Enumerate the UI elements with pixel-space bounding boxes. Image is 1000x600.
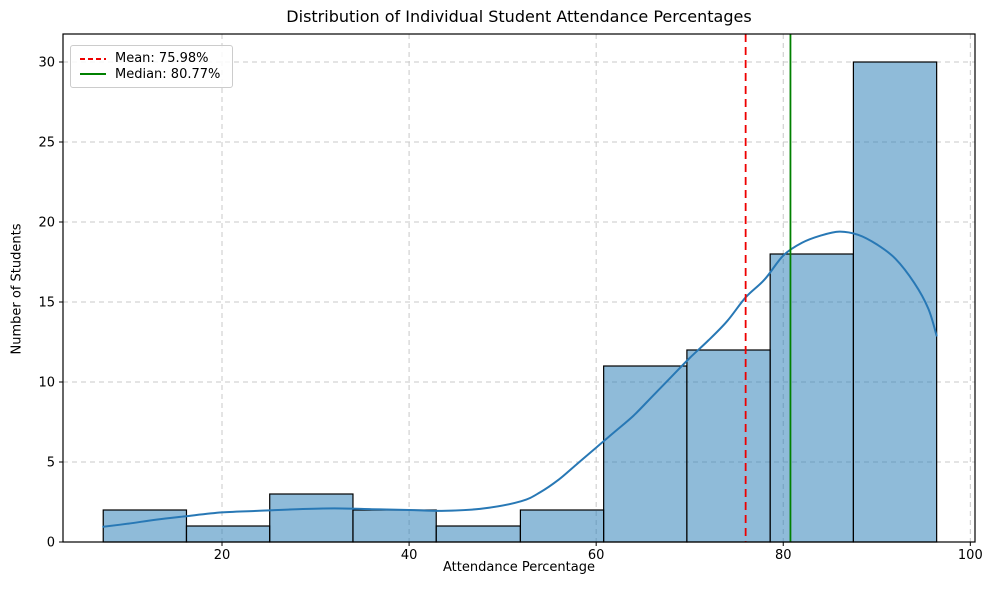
y-tick-label: 0 bbox=[47, 536, 55, 551]
histogram-bar bbox=[603, 365, 688, 543]
histogram-bar bbox=[769, 253, 854, 543]
histogram-bar bbox=[686, 349, 771, 543]
y-tick-label: 25 bbox=[38, 136, 55, 151]
histogram-bar bbox=[852, 61, 938, 543]
y-tick-label: 30 bbox=[38, 56, 55, 71]
x-tick-label: 80 bbox=[775, 548, 792, 563]
histogram-bar bbox=[352, 509, 437, 543]
histogram-bar bbox=[519, 509, 605, 543]
y-tick-label: 15 bbox=[38, 296, 55, 311]
legend-label-mean: Mean: 75.98% bbox=[115, 51, 209, 67]
x-tick-label: 20 bbox=[214, 548, 231, 563]
x-axis-ticks: 20 40 60 80 100 bbox=[214, 542, 983, 563]
x-axis-label: Attendance Percentage bbox=[443, 560, 595, 575]
y-tick-label: 20 bbox=[38, 216, 55, 231]
legend: Mean: 75.98% Median: 80.77% bbox=[70, 45, 233, 88]
plot-border bbox=[62, 33, 976, 543]
y-axis-label: Number of Students bbox=[9, 223, 25, 355]
y-tick-label: 10 bbox=[38, 376, 55, 391]
mean-line-swatch-icon bbox=[80, 57, 106, 60]
legend-label-median: Median: 80.77% bbox=[115, 66, 221, 82]
histogram-bar bbox=[185, 525, 271, 543]
histogram-bar bbox=[435, 525, 522, 543]
legend-item-median: Median: 80.77% bbox=[79, 67, 224, 82]
median-line-swatch-icon bbox=[80, 73, 106, 76]
kde-curve bbox=[102, 230, 938, 528]
x-tick-label: 40 bbox=[401, 548, 418, 563]
x-tick-label: 60 bbox=[588, 548, 605, 563]
y-tick-label: 5 bbox=[47, 456, 55, 471]
histogram-bar bbox=[269, 493, 354, 543]
chart-title: Distribution of Individual Student Atten… bbox=[286, 7, 752, 26]
legend-item-mean: Mean: 75.98% bbox=[79, 51, 224, 66]
y-axis-ticks: 0 5 10 15 20 25 30 bbox=[38, 56, 63, 551]
x-tick-label: 100 bbox=[958, 548, 983, 563]
